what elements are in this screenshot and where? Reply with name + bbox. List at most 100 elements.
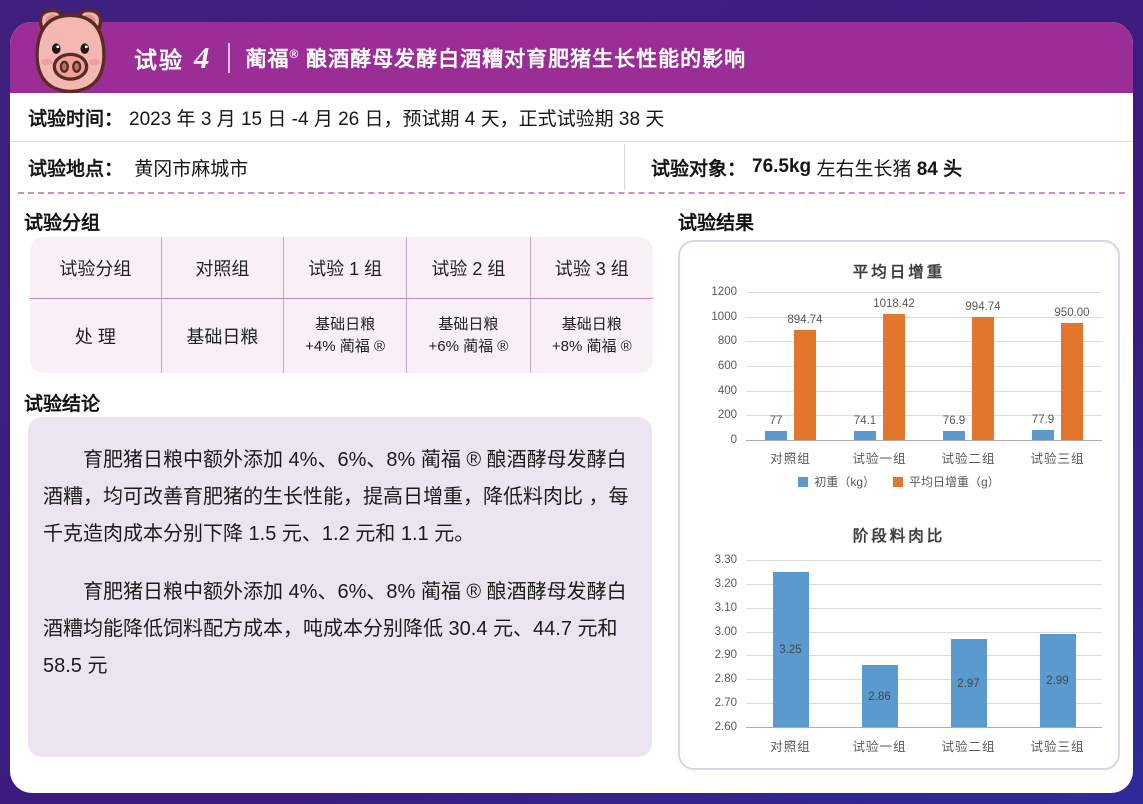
- y-tick-label: 0: [730, 434, 737, 446]
- x-category-label: 试验一组: [852, 740, 907, 754]
- bar-value-label: 1018.42: [873, 298, 915, 311]
- conclusion-paragraph: 育肥猪日粮中额外添加 4%、6%、8% 蔺福 ® 酿酒酵母发酵白酒糟，均可改善育…: [43, 449, 629, 545]
- bar-value-label: 77.9: [1031, 414, 1055, 427]
- gridline: [746, 583, 1102, 585]
- conclusion-heading: 试验结论: [24, 394, 101, 415]
- bar-value-label: 2.99: [1046, 675, 1069, 688]
- trial-subject-label: 试验对象：: [651, 158, 747, 180]
- gridline: [746, 607, 1102, 609]
- chart2-plot-area: 3.30 3.20 3.10 3.00 2.90 2.80 2.70 2.60 3.25 2.86…: [715, 554, 1102, 733]
- trial-time-row: 试验时间： 2023 年 3 月 15 日 -4 月 26 日，预试期 4 天，…: [10, 93, 1133, 142]
- table-cell: 基础日粮: [160, 299, 283, 373]
- legend-item: 初重（kg）: [798, 473, 875, 490]
- y-tick-label: 2.60: [714, 721, 737, 733]
- bar-0-1: [861, 664, 898, 727]
- header-title-group: 试验 4 蔺福® 酿酒酵母发酵白酒糟对育肥猪生长性能的影响: [134, 40, 746, 76]
- y-tick-label: 400: [717, 384, 737, 397]
- experiment-label: 试验: [134, 46, 184, 73]
- grouping-heading: 试验分组: [24, 213, 101, 234]
- y-tick-label: 3.10: [714, 601, 737, 614]
- bar-value-label: 894.74: [787, 313, 823, 326]
- page-title-rest: 酿酒酵母发酵白酒糟对育肥猪生长性能的影响: [299, 47, 747, 71]
- bar-value-label: 950.00: [1054, 306, 1090, 319]
- table-header-cell: 试验分组: [59, 258, 132, 279]
- legend-label: 初重（kg）: [814, 475, 875, 489]
- conclusion-paragraph: 育肥猪日粮中额外添加 4%、6%、8% 蔺福 ® 酿酒酵母发酵白酒糟均能降低饲料…: [43, 581, 627, 677]
- y-tick-label: 3.20: [714, 577, 737, 590]
- registered-mark: ®: [289, 46, 300, 61]
- x-category-label: 试验二组: [941, 452, 996, 466]
- bar-value-label: 3.25: [779, 644, 802, 657]
- chart1-legend: 初重（kg） 平均日增重（g）: [680, 473, 1118, 490]
- table-header-cell: 试验 2 组: [406, 237, 529, 298]
- bar-0-3: [1039, 633, 1076, 727]
- trial-location-row: 试验地点： 黄冈市麻城市 试验对象： 76.5kg 左右生长猪 84 头: [10, 142, 1133, 192]
- chart1-plot-area: 1200 1000 800 600 400 200 0 77 74.1 76.9 77.9 894.7…: [711, 286, 1102, 446]
- grouping-table: 试验分组 对照组 试验 1 组试验 2 组试验 3 组处 理 基础日粮 基础日粮 +4%…: [30, 237, 653, 373]
- brand-name: 蔺福: [245, 47, 290, 71]
- gridline: [746, 655, 1102, 657]
- gridline: [746, 679, 1102, 681]
- table-cell: 基础日粮 +6% 蔺福 ®: [406, 299, 529, 373]
- bar-value-label: 2.97: [957, 677, 980, 690]
- legend-item: 平均日增重（g）: [893, 473, 1000, 490]
- chart1-title: 平均日增重: [852, 264, 946, 281]
- trial-location-value: 黄冈市麻城市: [134, 158, 249, 180]
- experiment-number: 4: [194, 39, 210, 75]
- page-card: 试验 4 蔺福® 酿酒酵母发酵白酒糟对育肥猪生长性能的影响 试验时间： 2023…: [10, 22, 1133, 793]
- trial-location: 试验地点： 黄冈市麻城市: [10, 154, 624, 181]
- legend-swatch: [798, 476, 809, 487]
- dashed-separator: [18, 192, 1125, 194]
- bar-0-0: [765, 430, 787, 440]
- bar-0-2: [943, 430, 965, 440]
- y-tick-label: 1200: [711, 286, 737, 298]
- bar-value-label: 77: [769, 414, 783, 427]
- x-category-label: 试验三组: [1030, 740, 1085, 754]
- gridline: [746, 341, 1102, 343]
- chart2-x-axis-labels: 对照组 试验一组 试验二组 试验三组: [746, 736, 1102, 755]
- conclusion-box: 育肥猪日粮中额外添加 4%、6%、8% 蔺福 ® 酿酒酵母发酵白酒糟，均可改善育…: [28, 417, 652, 757]
- gridline: [746, 440, 1102, 441]
- table-header-cell: 试验 1 组: [282, 237, 406, 298]
- x-category-label: 试验三组: [1030, 452, 1085, 466]
- table-header-row: 试验分组 对照组 试验 1 组试验 2 组试验 3 组: [30, 237, 653, 298]
- legend-label: 平均日增重（g）: [909, 475, 1000, 489]
- page-title: 蔺福® 酿酒酵母发酵白酒糟对育肥猪生长性能的影响: [246, 43, 747, 73]
- x-category-label: 试验二组: [941, 740, 996, 754]
- chart1-x-axis-labels: 对照组 试验一组 试验二组 试验三组: [746, 448, 1102, 467]
- trial-subject-count: 84 头: [916, 158, 963, 180]
- gridline: [746, 703, 1102, 705]
- table-data-row: 处 理 基础日粮 基础日粮 +4% 蔺福 ® 基础日粮 +6% 蔺福 ® 基础日粮 +8…: [30, 298, 653, 373]
- trial-location-label: 试验地点：: [28, 158, 124, 180]
- table-cell: 基础日粮 +4% 蔺福 ®: [282, 299, 406, 373]
- results-chart-card: 平均日增重 1200 1000 800 600 400 200 0 77 74.1 76.9 77.…: [678, 240, 1120, 770]
- gridline: [746, 390, 1102, 392]
- pig-mascot-icon: [35, 8, 106, 94]
- results-heading: 试验结果: [678, 213, 755, 234]
- x-category-label: 对照组: [770, 452, 811, 466]
- y-tick-label: 1000: [711, 310, 737, 323]
- table-cell: 处 理: [74, 327, 116, 347]
- header-bar: 试验 4 蔺福® 酿酒酵母发酵白酒糟对育肥猪生长性能的影响: [10, 22, 1133, 93]
- bar-1-3: [1061, 322, 1083, 440]
- x-category-label: 试验一组: [852, 452, 907, 466]
- y-tick-label: 600: [717, 360, 737, 372]
- trial-time-label: 试验时间：: [28, 108, 124, 130]
- bar-value-label: 2.86: [868, 691, 891, 703]
- legend-swatch: [893, 476, 903, 487]
- bar-value-label: 74.1: [853, 414, 877, 427]
- bar-0-0: [772, 571, 809, 727]
- y-tick-label: 200: [717, 409, 737, 422]
- gridline: [746, 292, 1102, 293]
- bar-1-0: [794, 329, 816, 440]
- bar-0-3: [1032, 430, 1054, 440]
- bar-value-label: 994.74: [965, 301, 1001, 314]
- bar-0-2: [950, 638, 987, 727]
- gridline: [746, 727, 1102, 728]
- trial-subject: 试验对象： 76.5kg 左右生长猪 84 头: [624, 144, 962, 190]
- bar-1-1: [883, 314, 905, 440]
- chart2-title: 阶段料肉比: [852, 528, 946, 545]
- bar-1-2: [972, 317, 994, 440]
- bar-0-1: [854, 430, 876, 440]
- trial-subject-mid: 左右生长猪: [811, 158, 917, 180]
